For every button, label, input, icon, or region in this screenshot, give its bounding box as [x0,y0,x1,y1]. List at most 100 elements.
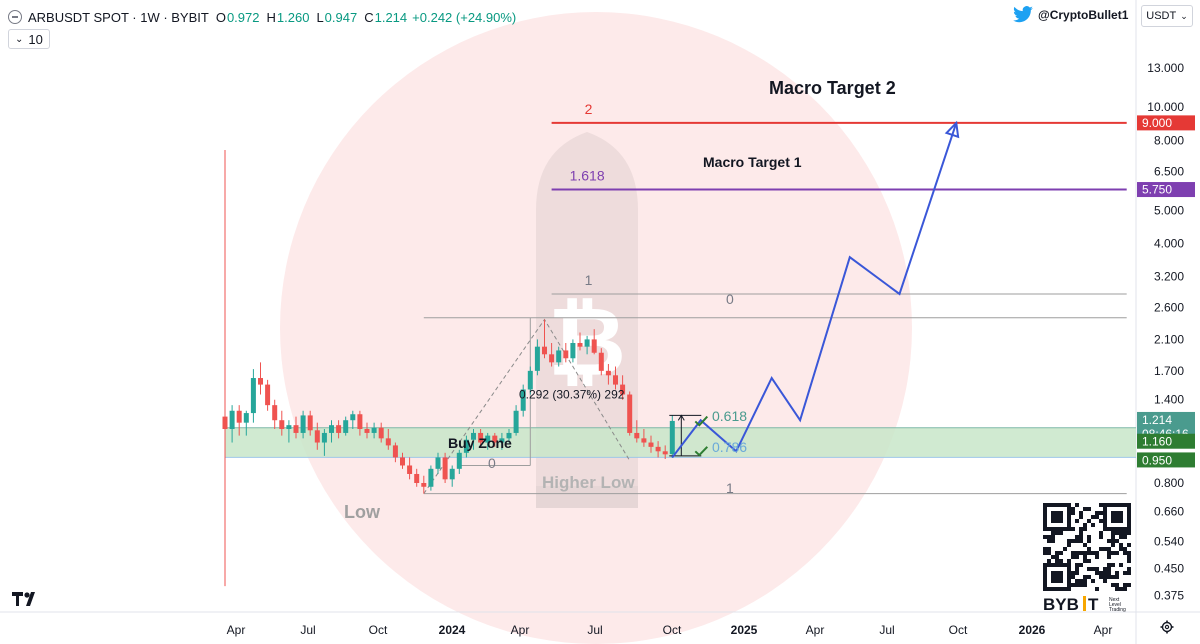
check-icon [694,446,709,457]
candle [293,416,299,439]
qr-module [1071,583,1075,587]
candle-body [279,420,285,430]
qr-module [1087,539,1091,543]
qr-module [1083,543,1087,547]
qr-module [1119,587,1123,591]
candle-body [442,457,448,480]
volume-indicator-toggle[interactable]: ⌄ 10 [8,29,50,49]
price-tick-label: 2.100 [1154,332,1184,346]
qr-module [1079,563,1083,567]
candle [350,410,356,430]
qr-module [1071,511,1075,515]
fib-0618-label: 0.618 [712,408,747,424]
candle-body [449,468,455,480]
candle-body [236,410,242,423]
qr-module [1087,551,1091,555]
qr-module [1119,563,1123,567]
price-tick-label: 0.375 [1154,589,1184,603]
candle-body [584,339,590,347]
tradingview-logo-icon[interactable] [12,590,40,611]
qr-module [1091,567,1095,571]
high-label: H [266,9,276,25]
qr-module [1111,583,1115,587]
target1-price-label: 5.750 [1142,183,1172,197]
candle-body [485,435,491,443]
svg-text:BYB: BYB [1043,595,1079,614]
low-value: 0.947 [324,9,358,25]
candle [499,432,505,450]
qr-module [1091,523,1095,527]
time-tick-label: Oct [663,623,682,637]
qr-module [1075,519,1079,523]
qr-module [1099,503,1103,507]
qr-module [1087,559,1091,563]
candle-body [478,432,484,443]
qr-module [1083,551,1087,555]
candle-body [577,342,583,347]
qr-module [1127,571,1131,575]
bybit-tagline-icon: Next Level Trading [1109,597,1126,612]
candle-body [556,350,562,363]
qr-module [1079,515,1083,519]
zone-top-label-bg [1137,433,1195,449]
candle [442,452,448,484]
qr-module [1127,567,1131,571]
qr-module [1111,551,1115,555]
candle [456,449,462,474]
candle [584,335,590,355]
symbol-title[interactable]: ARBUSDT SPOT · 1W · BYBIT [28,9,209,25]
candle-body [499,438,505,443]
qr-module [1099,547,1103,551]
checkmarks [694,415,709,457]
candle [542,319,547,359]
qr-module [1123,551,1127,555]
candle [321,429,327,456]
candle [222,150,228,587]
qr-module [1055,555,1059,559]
candle-body [570,342,576,359]
candle-body [343,420,349,433]
qr-module [1071,555,1075,559]
candle-body [627,394,633,433]
time-axis[interactable]: Apr Jul Oct 2024 Apr Jul Oct 2025 Apr Jul Oct 2026 A… [227,623,1113,637]
qr-module [1071,571,1075,575]
qr-code [1043,503,1131,591]
buy-zone-band [225,427,1136,458]
candle-body [272,405,278,421]
gear-icon[interactable] [1160,620,1174,639]
qr-module [1103,547,1107,551]
measure-arrow [677,414,685,421]
qr-module [1059,551,1063,555]
candle-body [648,442,654,447]
candle-body [591,339,597,353]
candle-body [229,410,235,430]
qr-module [1123,531,1127,535]
candle [655,441,661,458]
price-tick-label: 0.450 [1154,562,1184,576]
qr-module [1043,547,1047,551]
candle [620,375,626,400]
qr-module [1119,547,1123,551]
candle [506,429,512,443]
price-axis[interactable]: 13.000 10.000 8.000 6.500 5.000 4.000 3.200 2.6… [1147,61,1184,603]
candle-body [300,415,306,433]
fib-0-top-label: 0 [726,291,734,307]
candle [307,410,313,436]
qr-module [1099,531,1103,535]
qr-module [1059,531,1063,535]
qr-module [1075,539,1079,543]
low-label: L [316,9,324,25]
qr-module [1075,535,1079,539]
qr-module [1099,511,1103,515]
qr-module [1047,551,1051,555]
candle [534,339,540,376]
candle-body [336,425,342,433]
candle [492,432,498,447]
qr-module [1047,559,1051,563]
candle-body [520,389,526,411]
twitter-badge: @CryptoBullet1 [1012,6,1128,24]
fib-0786-label: 0.786 [712,439,747,455]
currency-selector[interactable]: USDT ⌄ [1141,5,1193,27]
time-tick-label: 2024 [439,623,466,637]
